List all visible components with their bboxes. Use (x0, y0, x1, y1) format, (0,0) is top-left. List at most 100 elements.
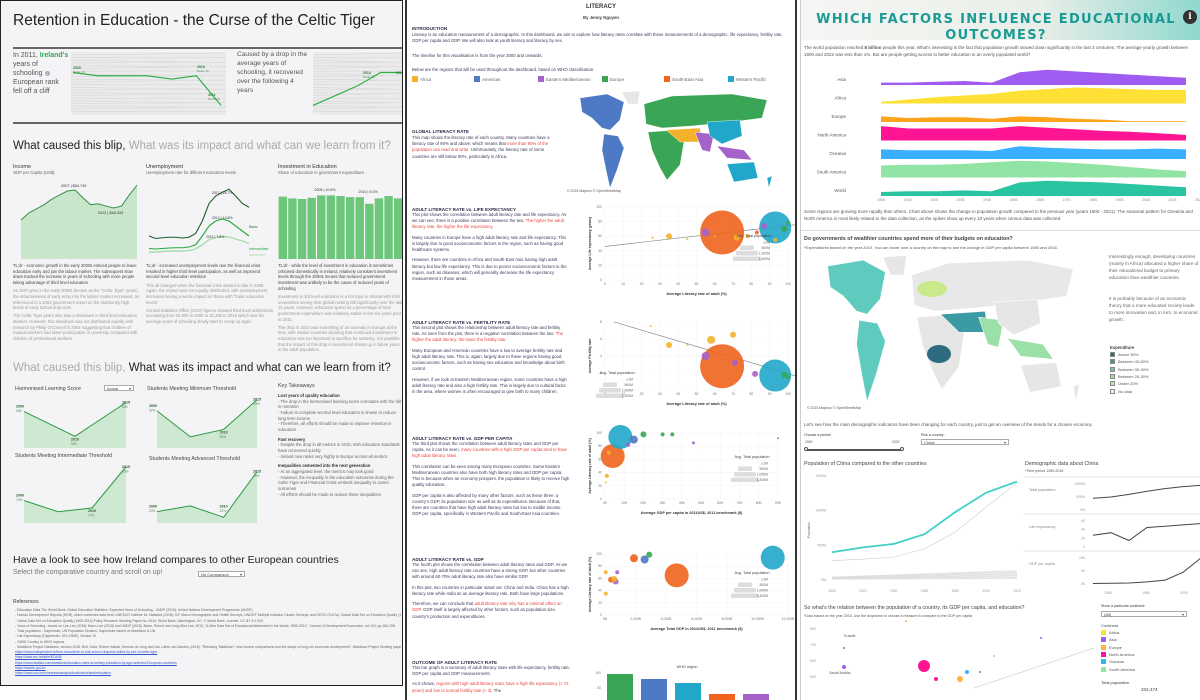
map-region-south-asia[interactable] (978, 316, 1004, 348)
data-bubble[interactable] (786, 375, 790, 380)
data-bubble[interactable] (660, 432, 665, 437)
data-bubble[interactable] (651, 236, 654, 239)
data-bubble[interactable] (754, 230, 759, 235)
who-region-bar-chart[interactable]: WHO region 100 80 (587, 664, 792, 700)
slider-handle-end[interactable] (900, 447, 904, 451)
reference-link[interactable]: https://www.cso.ie/en/releasesandpublica… (15, 671, 111, 676)
legend-item[interactable]: Oceania (1101, 658, 1135, 665)
region-bar[interactable] (743, 694, 769, 700)
region-bar[interactable] (709, 694, 735, 700)
data-bubble[interactable] (701, 352, 710, 360)
data-bubble[interactable] (752, 370, 759, 377)
map-region-east-asia[interactable] (706, 119, 743, 145)
data-bubble[interactable] (666, 233, 673, 240)
data-bubble[interactable] (604, 473, 609, 478)
reference-link[interactable]: https://assets.gov.ie/ (15, 665, 46, 670)
data-bubble[interactable] (713, 235, 716, 238)
data-bubble[interactable] (707, 335, 716, 344)
data-bubble[interactable] (979, 671, 981, 673)
population-growth-ridgeline-chart[interactable]: Asia Africa Europe North America Oceania Sout… (801, 65, 1200, 205)
data-bubble[interactable] (786, 221, 790, 226)
info-icon[interactable]: i (1183, 10, 1197, 24)
legend-item[interactable]: South America (1101, 665, 1135, 672)
china-population-line-chart[interactable]: 0M 500M 1000M 1500M 1900 1920 1940 1960 1980 2000… (804, 470, 1021, 600)
country-dropdown[interactable]: China (921, 439, 1009, 445)
region-bar[interactable] (675, 683, 701, 700)
data-bubble[interactable] (733, 234, 740, 241)
data-bubble[interactable] (905, 620, 907, 622)
map-region-europe[interactable] (911, 259, 1074, 312)
reference-link[interactable]: https://www.statista.com/statistics/educ… (15, 660, 177, 665)
map-region-se-asia[interactable] (1006, 337, 1055, 360)
literacy-gdp-per-capita-scatter[interactable]: 0K 10K 20K 30K 40K 50K 60K 70K 80K 90K 0 20 40 60 80 10… (587, 424, 782, 515)
data-bubble[interactable] (781, 371, 788, 378)
map-region-south-asia[interactable] (694, 131, 715, 153)
demographic-sparklines[interactable]: Total population 1000M 500M 0M Life expectan… (1023, 476, 1200, 595)
legend-item[interactable]: Europe (1101, 644, 1135, 651)
map-region-americas[interactable] (827, 259, 886, 315)
period-slider[interactable] (804, 447, 904, 451)
legend-item[interactable]: Africa (1101, 629, 1135, 636)
data-bubble[interactable] (640, 431, 647, 438)
education-expenditure-map[interactable] (804, 254, 1106, 412)
data-bubble[interactable] (843, 647, 845, 649)
data-bubble[interactable] (760, 545, 785, 570)
data-bubble[interactable] (993, 655, 995, 657)
data-bubble[interactable] (773, 237, 778, 242)
continent-dropdown[interactable]: (All) (1101, 611, 1187, 617)
data-bubble[interactable] (842, 665, 846, 669)
data-bubble[interactable] (629, 554, 638, 563)
data-bubble[interactable] (603, 570, 608, 575)
literacy-gdp-scatter[interactable]: 0B 2,000B 4,000B 6,000B 8,000B 10,000B 12,000B… (587, 545, 795, 631)
region-bar[interactable] (641, 679, 667, 700)
data-bubble[interactable] (745, 234, 750, 239)
data-bubble[interactable] (700, 210, 745, 255)
data-bubble[interactable] (670, 432, 675, 437)
map-region-oceania[interactable] (1020, 362, 1062, 393)
map-region-oceania[interactable] (726, 161, 759, 183)
data-bubble[interactable] (649, 325, 652, 328)
data-bubble[interactable] (701, 228, 710, 237)
data-bubble[interactable] (759, 359, 792, 392)
data-bubble[interactable] (600, 444, 625, 469)
map-region-nz[interactable] (1072, 382, 1081, 402)
gdp-population-scatter[interactable]: 80K 70K 60K 50K Kuwait Saudi Arabia (804, 620, 1095, 698)
region-bar[interactable] (607, 674, 633, 700)
data-bubble[interactable] (664, 563, 689, 588)
data-bubble[interactable] (731, 359, 738, 366)
data-bubble[interactable] (781, 225, 788, 232)
data-bubble[interactable] (686, 238, 689, 241)
legend-item[interactable]: Asia (1101, 636, 1135, 643)
data-bubble[interactable] (626, 442, 631, 447)
data-bubble[interactable] (603, 591, 608, 596)
data-bubble[interactable] (730, 331, 737, 338)
data-bubble[interactable] (759, 211, 792, 244)
data-bubble[interactable] (615, 570, 620, 575)
map-region-nz[interactable] (766, 175, 773, 189)
data-bubble[interactable] (608, 424, 633, 449)
data-bubble[interactable] (646, 551, 653, 558)
map-region-east-asia[interactable] (994, 298, 1041, 336)
data-bubble[interactable] (761, 222, 768, 229)
info-icon[interactable]: i (44, 71, 50, 77)
data-bubble[interactable] (1040, 637, 1042, 639)
hls-measure-dropdown[interactable]: Actual (104, 385, 134, 391)
map-region-americas[interactable] (579, 93, 625, 131)
comparison-country-dropdown[interactable]: No Comparison (198, 571, 245, 577)
literacy-fertility-scatter[interactable]: 010203040506070809010002468Average Liter… (587, 320, 795, 406)
data-bubble[interactable] (965, 670, 969, 674)
data-bubble[interactable] (604, 481, 607, 484)
reference-link[interactable]: https://www.independent.ie/irish-news/dr… (15, 650, 158, 655)
map-region-se-asia[interactable] (716, 145, 753, 161)
map-region-greenland[interactable] (621, 90, 641, 105)
legend-item[interactable]: North America (1101, 651, 1135, 658)
data-bubble[interactable] (611, 576, 618, 583)
map-region-greenland[interactable] (882, 255, 907, 276)
data-bubble[interactable] (934, 677, 938, 681)
data-bubble[interactable] (606, 450, 611, 455)
data-bubble[interactable] (957, 676, 963, 682)
data-bubble[interactable] (918, 660, 930, 672)
data-bubble[interactable] (777, 437, 779, 440)
literacy-world-map[interactable] (562, 90, 792, 195)
slider-handle-start[interactable] (804, 447, 808, 451)
